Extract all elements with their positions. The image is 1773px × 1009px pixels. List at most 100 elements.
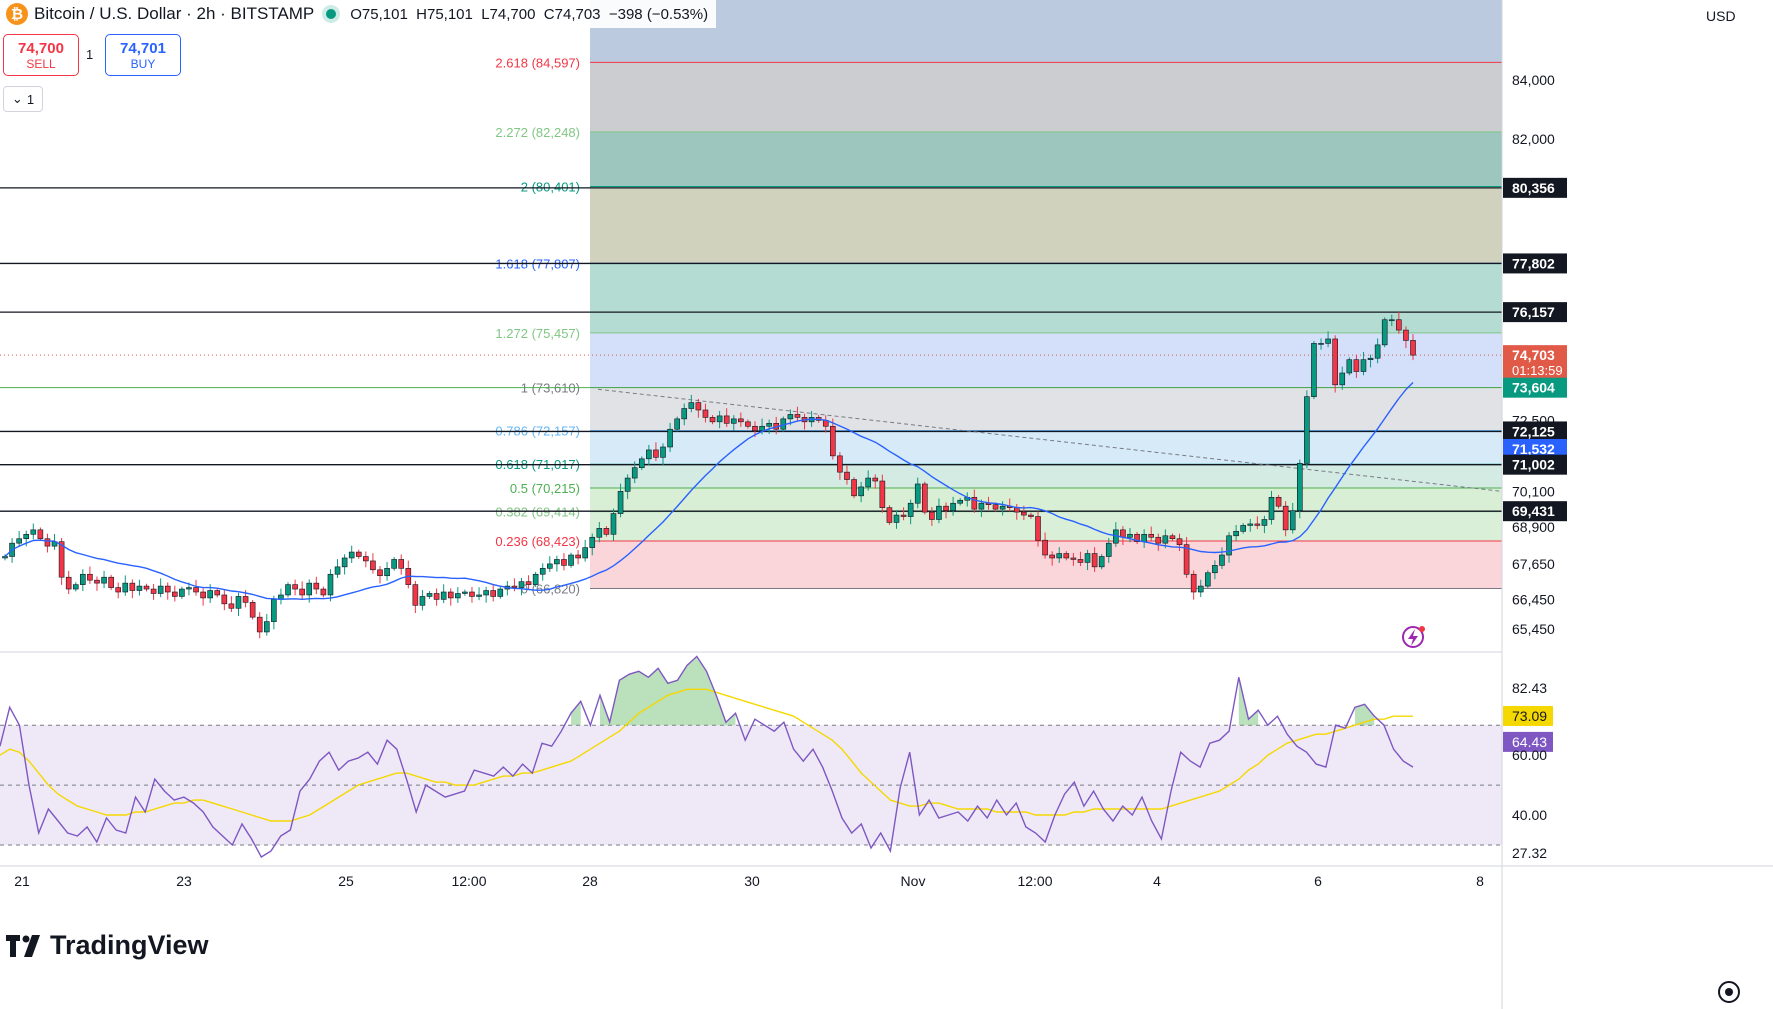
buy-button[interactable]: 74,701 BUY [105,34,181,76]
candle [1396,319,1402,331]
currency-selector[interactable]: USD [1706,8,1736,24]
candle [263,621,270,633]
alert-flash-icon [1402,626,1425,648]
candle [65,576,72,590]
candle [1070,557,1077,560]
price-label [1503,438,1567,459]
candle [80,573,86,585]
candle [865,477,871,488]
candle [723,415,730,424]
price-tick-label: 67,650 [1512,556,1555,572]
candle [1219,554,1225,566]
change-value: −398 (−0.53%) [608,5,709,23]
price-tick-label: 70,100 [1512,483,1555,499]
candle [306,582,313,596]
candle [2,556,8,559]
candle [426,593,433,597]
candle [667,428,673,448]
candle [150,588,157,594]
candle [631,467,638,479]
candle [624,477,631,492]
candle [1169,535,1176,540]
time-tick-label: 12:00 [451,873,486,889]
candle [164,585,171,593]
symbol-header: ₿ Bitcoin / U.S. Dollar · 2h · BITSTAMP … [0,0,717,28]
candle [638,458,645,469]
candle [249,602,256,618]
open-value: O75,101 [350,5,408,23]
candle [462,591,468,594]
candle [844,471,850,480]
close-value: C74,703 [543,5,601,23]
candle [950,502,956,511]
price-label-text: 76,157 [1512,304,1555,320]
candle [299,588,305,596]
candle [1148,533,1155,538]
alert-flash-bolt [1408,629,1418,646]
candle [1120,529,1126,538]
candle [738,418,744,423]
candle [179,588,185,597]
rsi-overbought-fill [571,701,581,726]
candle [893,514,900,523]
order-quantity[interactable]: 1 [86,47,94,62]
candle [1084,553,1091,563]
candle [447,591,454,599]
candle [837,455,843,473]
candle [511,585,518,588]
candle [1183,544,1190,575]
time-tick-label: 21 [14,873,30,889]
candle [1077,559,1084,563]
candle [787,414,794,420]
candle [1282,505,1289,531]
time-tick-label: 12:00 [1017,873,1052,889]
candle [1056,553,1063,559]
price-label-text: 74,703 [1512,347,1555,363]
candle [419,596,426,606]
candle [1339,372,1346,386]
candle [1304,396,1310,464]
candle [688,402,695,409]
candle [886,507,893,523]
candle [1141,533,1147,542]
settings-icon[interactable] [1718,981,1740,1003]
candle [16,538,22,544]
candle [122,582,129,593]
candle [94,579,100,584]
candle [1013,507,1020,513]
candle [1176,538,1183,545]
candle [532,573,539,585]
candle [547,563,553,569]
candle [101,576,107,584]
candle [242,596,249,603]
price-label-text: 73,604 [1512,380,1555,396]
candle [561,559,567,566]
time-tick-label: 4 [1153,873,1161,889]
candle [1021,511,1027,516]
candle [730,418,737,424]
symbol-title[interactable]: Bitcoin / U.S. Dollar · 2h · BITSTAMP [34,4,315,23]
candle [172,591,178,597]
price-tick-label: 68,900 [1512,519,1555,535]
candle [87,573,93,581]
fib-zone [590,131,1502,187]
collapse-indicators-button[interactable]: ⌄ 1 [3,86,43,112]
price-label [1503,302,1567,323]
time-tick-label: 23 [176,873,192,889]
candle [653,449,659,458]
candle [1105,542,1112,557]
candle [674,418,680,430]
candle [971,496,978,510]
candle [384,568,390,577]
time-tick-label: 28 [582,873,598,889]
candle [610,513,617,535]
sell-button[interactable]: 74,700 SELL [3,34,79,76]
candle [1275,496,1282,507]
candle [455,593,461,599]
candle [37,529,44,540]
candle [391,559,397,569]
candle [1268,496,1275,520]
candle [1254,523,1261,526]
candle [1325,338,1331,344]
